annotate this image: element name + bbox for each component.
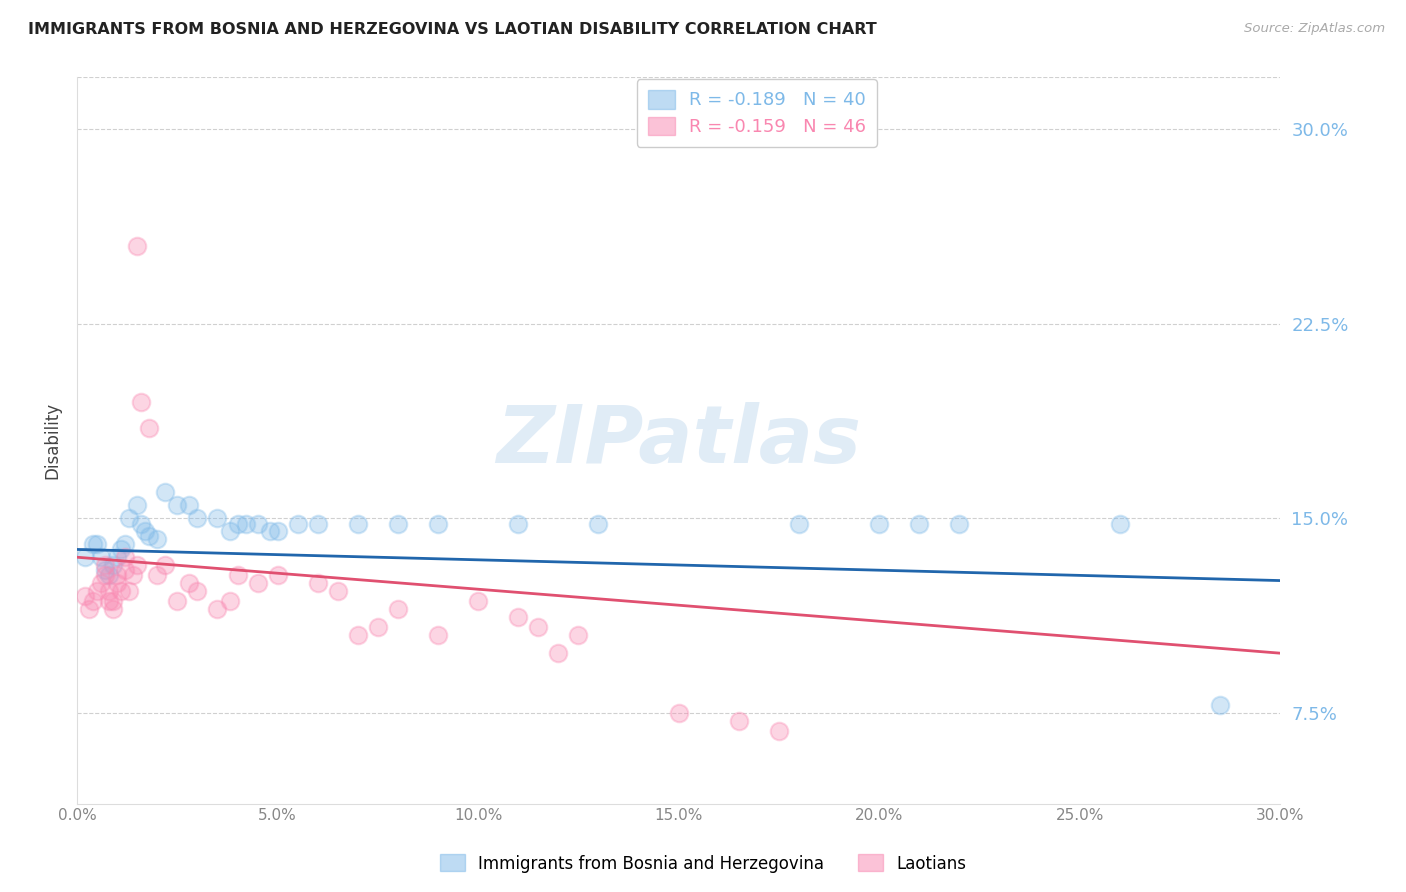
Point: [86, 537, 108, 551]
Point: [77, 602, 100, 616]
Point: [90, 550, 112, 565]
Point: [127, 239, 149, 253]
Point: [75, 550, 97, 565]
Point: [235, 516, 257, 531]
Point: [86, 584, 108, 599]
Point: [179, 576, 201, 591]
Point: [307, 576, 329, 591]
Point: [75, 589, 97, 603]
Point: [207, 602, 229, 616]
Point: [588, 516, 610, 531]
Point: [166, 499, 188, 513]
Point: [567, 628, 589, 642]
Point: [218, 594, 240, 608]
Text: ZIPatlas: ZIPatlas: [496, 401, 862, 480]
Point: [508, 516, 530, 531]
Point: [103, 602, 125, 616]
Point: [266, 524, 288, 539]
Point: [266, 568, 288, 582]
Point: [218, 524, 240, 539]
Legend: Immigrants from Bosnia and Herzegovina, Laotians: Immigrants from Bosnia and Herzegovina, …: [433, 847, 973, 880]
Point: [166, 594, 188, 608]
Point: [427, 516, 450, 531]
Point: [82, 594, 104, 608]
Point: [118, 511, 141, 525]
Point: [138, 529, 160, 543]
Point: [146, 532, 169, 546]
Point: [1109, 516, 1132, 531]
Point: [207, 511, 229, 525]
Point: [114, 537, 136, 551]
Point: [127, 499, 149, 513]
Point: [908, 516, 931, 531]
Legend: R = -0.189   N = 40, R = -0.159   N = 46: R = -0.189 N = 40, R = -0.159 N = 46: [637, 79, 877, 147]
Point: [105, 576, 128, 591]
Point: [728, 714, 751, 728]
Point: [326, 584, 349, 599]
Point: [98, 568, 121, 582]
Point: [668, 706, 690, 720]
Point: [1209, 698, 1232, 712]
Point: [868, 516, 890, 531]
Point: [186, 511, 208, 525]
Point: [105, 550, 128, 565]
Point: [367, 620, 389, 634]
Point: [90, 576, 112, 591]
Point: [134, 524, 156, 539]
Point: [105, 568, 128, 582]
Point: [155, 558, 177, 572]
Point: [110, 584, 132, 599]
Point: [155, 485, 177, 500]
Point: [387, 602, 409, 616]
Point: [110, 542, 132, 557]
Point: [114, 550, 136, 565]
Text: Source: ZipAtlas.com: Source: ZipAtlas.com: [1244, 22, 1385, 36]
Point: [467, 594, 489, 608]
Point: [387, 516, 409, 531]
Point: [787, 516, 810, 531]
Point: [82, 537, 104, 551]
Point: [347, 628, 370, 642]
Point: [179, 499, 201, 513]
Point: [768, 724, 790, 739]
Point: [127, 558, 149, 572]
Point: [226, 568, 249, 582]
Point: [103, 594, 125, 608]
Point: [94, 568, 117, 582]
Point: [246, 516, 269, 531]
Point: [118, 584, 141, 599]
Point: [527, 620, 550, 634]
Point: [98, 594, 121, 608]
Point: [114, 563, 136, 577]
Point: [94, 563, 117, 577]
Point: [129, 516, 152, 531]
Point: [103, 558, 125, 572]
Point: [122, 568, 145, 582]
Point: [508, 610, 530, 624]
Point: [186, 584, 208, 599]
Point: [259, 524, 281, 539]
Point: [307, 516, 329, 531]
Point: [347, 516, 370, 531]
Y-axis label: Disability: Disability: [44, 402, 60, 479]
Point: [427, 628, 450, 642]
Point: [226, 516, 249, 531]
Text: IMMIGRANTS FROM BOSNIA AND HERZEGOVINA VS LAOTIAN DISABILITY CORRELATION CHART: IMMIGRANTS FROM BOSNIA AND HERZEGOVINA V…: [28, 22, 877, 37]
Point: [146, 568, 169, 582]
Point: [98, 584, 121, 599]
Point: [547, 646, 569, 660]
Point: [138, 420, 160, 434]
Point: [94, 558, 117, 572]
Point: [287, 516, 309, 531]
Point: [246, 576, 269, 591]
Point: [948, 516, 970, 531]
Point: [129, 394, 152, 409]
